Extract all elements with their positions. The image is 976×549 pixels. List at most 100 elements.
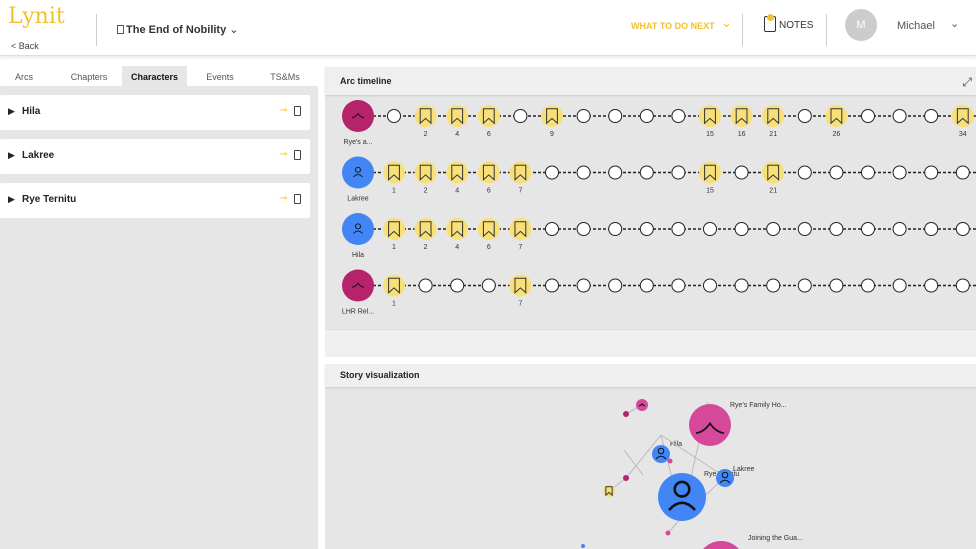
empty-chapter-node[interactable] [955,222,970,236]
empty-chapter-node[interactable] [766,222,781,236]
empty-chapter-node[interactable] [924,165,939,180]
empty-chapter-node[interactable] [797,278,812,293]
trash-icon[interactable] [294,106,301,116]
notes-button[interactable]: NOTES [764,14,813,32]
key-icon[interactable]: ⊸ [279,193,288,204]
empty-chapter-node[interactable] [703,222,717,236]
empty-chapter-node[interactable] [671,222,686,236]
empty-chapter-node[interactable] [955,165,970,180]
empty-chapter-node[interactable] [861,278,875,293]
key-icon[interactable]: ⊸ [279,105,288,116]
trash-icon[interactable] [294,194,301,204]
empty-chapter-node[interactable] [734,222,749,236]
event-node[interactable] [667,458,673,464]
chevron-down-icon[interactable]: ⌄ [721,15,732,30]
empty-chapter-node[interactable] [892,109,907,123]
chevron-down-icon[interactable]: ⌄ [950,18,960,30]
event-node[interactable] [665,530,671,536]
empty-chapter-node[interactable] [861,165,875,180]
empty-chapter-node[interactable] [955,278,970,293]
empty-chapter-node[interactable] [576,109,591,123]
list-item[interactable]: ▶ Lakree ⊸ [0,139,310,174]
empty-chapter-node[interactable] [671,109,686,123]
empty-chapter-node[interactable] [924,278,939,293]
empty-chapter-node[interactable] [671,278,686,293]
empty-chapter-node[interactable] [797,165,812,180]
tab-arcs[interactable]: Arcs [15,72,33,82]
empty-chapter-node[interactable] [639,222,654,236]
person-head [355,166,361,173]
empty-chapter-node[interactable] [829,278,844,293]
place-node[interactable] [703,540,739,549]
expand-icon[interactable]: ▶ [8,150,15,160]
expand-icon[interactable]: ▶ [8,194,15,204]
empty-chapter-node[interactable] [513,109,528,123]
item-name: Rye Ternitu [22,194,77,205]
tab-events[interactable]: Events [206,72,234,82]
empty-chapter-node[interactable] [829,222,844,236]
chapter-node[interactable] [509,274,532,297]
empty-chapter-node[interactable] [797,109,812,123]
empty-chapter-node[interactable] [892,222,907,236]
list-item[interactable]: ▶ Hila ⊸ [0,95,310,130]
empty-chapter-node[interactable] [639,278,654,293]
empty-chapter-node[interactable] [797,222,812,236]
empty-chapter-node[interactable] [387,109,401,123]
empty-chapter-node[interactable] [576,278,591,293]
list-item[interactable]: ▶ Rye Ternitu ⊸ [0,183,310,218]
expand-icon[interactable]: ▶ [8,106,15,116]
event-node[interactable] [581,544,585,548]
empty-chapter-node[interactable] [703,278,717,293]
empty-chapter-node[interactable] [639,109,654,123]
tab-characters[interactable]: Characters [122,66,187,86]
empty-chapter-node[interactable] [608,165,623,180]
tab-tsms[interactable]: TS&Ms [270,72,300,82]
user-name[interactable]: Michael [897,20,935,32]
expand-icon[interactable]: ⤢ [962,75,972,89]
arc-avatar[interactable] [342,100,374,132]
empty-chapter-node[interactable] [639,165,654,180]
empty-chapter-node[interactable] [861,109,875,123]
story-selector[interactable]: The End of Nobility ⌄ [117,23,239,36]
empty-chapter-node[interactable] [576,222,591,236]
empty-chapter-node[interactable] [608,222,623,236]
back-link[interactable]: < Back [11,41,39,51]
chapter-node[interactable] [383,274,405,297]
empty-chapter-node[interactable] [545,278,559,293]
arc-timeline-panel: Arc timeline ⤢ Rye's a... 2 4 6 9 15 16 21 26 34 L… [325,67,976,357]
empty-chapter-node[interactable] [576,165,591,180]
empty-chapter-node[interactable] [829,165,844,180]
logo[interactable]: Lynit [8,4,65,29]
bookmark-icon [388,164,400,181]
place-node[interactable] [636,399,648,411]
empty-chapter-node[interactable] [608,109,623,123]
empty-chapter-node[interactable] [671,165,686,180]
item-name: Lakree [22,150,55,161]
key-icon[interactable]: ⊸ [279,149,288,160]
empty-chapter-node[interactable] [734,165,749,180]
empty-chapter-node[interactable] [545,222,559,236]
avatar[interactable]: M [845,9,877,41]
place-node[interactable] [689,404,731,446]
empty-chapter-node[interactable] [861,222,875,236]
what-to-do-next-button[interactable]: WHAT TO DO NEXT [631,21,715,31]
empty-chapter-node[interactable] [481,278,496,293]
empty-chapter-node[interactable] [450,278,465,293]
empty-chapter-node[interactable] [924,222,939,236]
event-node[interactable] [623,411,629,417]
arc-avatar[interactable] [342,269,374,302]
person-body [353,230,363,234]
empty-chapter-node[interactable] [734,278,749,293]
empty-chapter-node[interactable] [892,278,907,293]
empty-chapter-node[interactable] [892,165,907,180]
empty-chapter-node[interactable] [608,278,623,293]
empty-chapter-node[interactable] [924,109,939,123]
empty-chapter-node[interactable] [418,278,433,293]
tab-chapters[interactable]: Chapters [70,72,108,82]
bookmark-icon [546,108,558,125]
trash-icon[interactable] [294,150,301,160]
empty-chapter-node[interactable] [545,165,559,180]
event-node[interactable] [623,475,629,481]
empty-chapter-node[interactable] [766,278,781,293]
